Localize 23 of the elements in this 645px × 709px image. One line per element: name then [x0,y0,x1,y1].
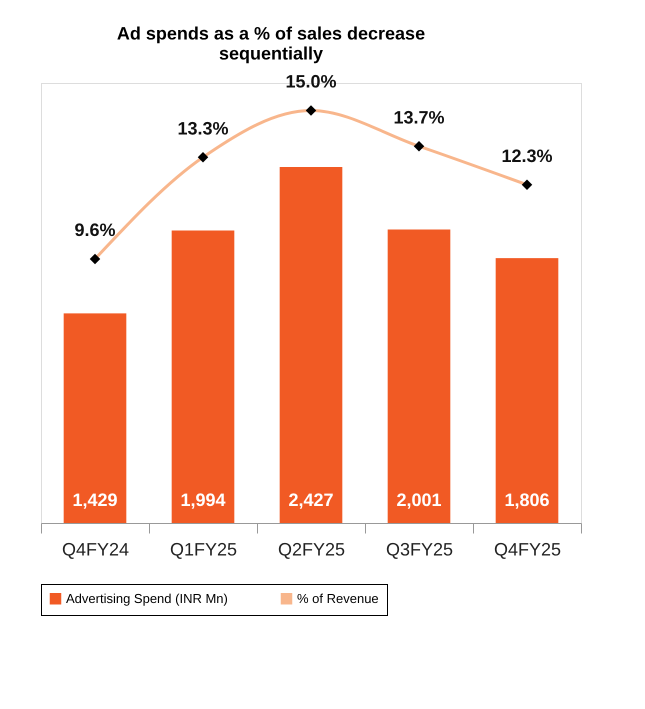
data-label: 1,806 [504,490,550,510]
bar [280,167,342,523]
data-label: 15.0% [285,72,337,92]
x-tick-label: Q4FY25 [494,540,562,560]
data-label: 9.6% [74,220,116,240]
data-label: 2,427 [288,490,334,510]
bar [496,258,558,523]
bar [172,230,234,523]
data-label: 1,429 [72,490,118,510]
data-label: 12.3% [501,146,553,166]
bar [388,230,450,523]
bar [64,313,126,523]
data-label: 13.7% [393,107,445,128]
x-tick-label: Q1FY25 [170,540,238,560]
x-tick-label: Q4FY24 [62,540,130,560]
x-tick-label: Q2FY25 [278,540,346,560]
data-label: 1,994 [180,490,226,510]
x-tick-label: Q3FY25 [386,540,454,560]
chart-title: Ad spends as a % of sales decrease sequentially [116,24,426,64]
data-label: 2,001 [396,490,442,510]
legend-label: Advertising Spend (INR Mn) [66,590,228,606]
legend-label: % of Revenue [297,590,379,606]
data-label: 13.3% [177,118,229,138]
